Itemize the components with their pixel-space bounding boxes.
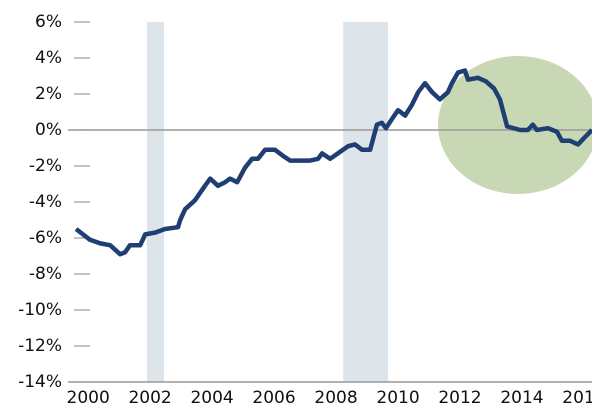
data-line [74,68,592,257]
y-tick-label: -12% [18,336,62,356]
y-tick-label: -2% [29,156,62,176]
y-tick-label: -14% [18,372,62,392]
highlight-ellipse [438,56,592,194]
y-tick-label: -6% [29,228,62,248]
y-tick-label: 2% [35,84,62,104]
shaded-period [343,22,389,382]
x-tick-label: 2002 [128,388,171,408]
x-tick-label: 2000 [67,388,110,408]
y-tick-label: -8% [29,264,62,284]
x-tick-label: 2004 [190,388,233,408]
x-tick-label: 2010 [376,388,419,408]
y-tick-label: 6% [35,12,62,32]
x-tick-label: 2016 [562,388,592,408]
y-tick-label: 4% [35,48,62,68]
y-tick-label: -4% [29,192,62,212]
y-tick-label: -10% [18,300,62,320]
shaded-period [147,22,165,382]
x-tick-label: 2006 [252,388,295,408]
x-tick-label: 2014 [500,388,543,408]
y-tick-label: 0% [35,120,62,140]
x-tick-label: 2008 [314,388,357,408]
x-tick-label: 2012 [438,388,481,408]
